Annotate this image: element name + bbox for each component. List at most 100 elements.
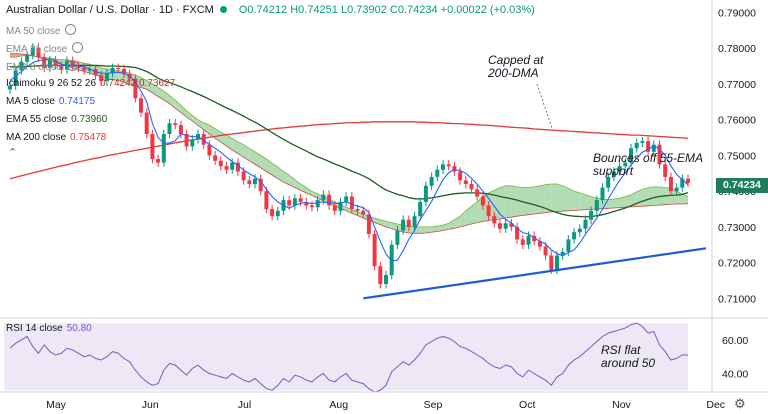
legend-ema8[interactable]: EMA 8 close xyxy=(6,60,78,73)
candle-body xyxy=(87,69,92,71)
rsi-band xyxy=(4,323,688,391)
candle-body xyxy=(418,201,423,217)
candle-body xyxy=(423,185,428,202)
legend-ema55-label: EMA 55 close xyxy=(6,114,68,125)
ichimoku-cloud-segment xyxy=(494,187,500,220)
candle-body xyxy=(657,144,662,165)
candle-body xyxy=(287,200,292,206)
annotation-capped: Capped at 200-DMA xyxy=(488,54,543,80)
candle-body xyxy=(686,178,690,183)
legend-ema55[interactable]: EMA 55 close 0.73960 xyxy=(6,114,107,125)
legend-ma200[interactable]: MA 200 close 0.75478 xyxy=(6,132,106,143)
legend-ema8-label: EMA 8 close xyxy=(6,62,62,73)
legend-ma50-label: MA 50 close xyxy=(6,26,61,37)
candle-body xyxy=(589,210,594,220)
candle-body xyxy=(161,134,166,163)
candle-body xyxy=(355,209,360,211)
candle-body xyxy=(486,205,491,217)
ichimoku-cloud-segment xyxy=(619,196,626,208)
annotation-bounces: Bounces off 55-EMA support xyxy=(593,152,703,178)
legend-ema21[interactable]: EMA 21 close xyxy=(6,42,84,55)
time-tick-label: May xyxy=(46,399,67,411)
legend-ma5[interactable]: MA 5 close 0.74175 xyxy=(6,96,95,107)
hidden-eye-icon[interactable] xyxy=(72,42,84,53)
candle-body xyxy=(651,144,656,152)
rsi-tick-label: 60.00 xyxy=(722,335,748,347)
candle-body xyxy=(401,219,406,231)
legend-rsi-value: 50.80 xyxy=(66,323,92,334)
ichimoku-cloud-segment xyxy=(186,110,193,122)
ichimoku-cloud-segment xyxy=(232,138,238,154)
price-tick-label: 0.77000 xyxy=(718,79,756,91)
ohlc-readout: O0.74212 H0.74251 L0.73902 C0.74234 +0.0… xyxy=(238,4,535,16)
ichimoku-cloud-segment xyxy=(272,163,278,179)
ema55-line xyxy=(10,64,689,218)
candle-body xyxy=(606,176,611,188)
hidden-eye-icon[interactable] xyxy=(66,60,78,71)
legend-ma50[interactable]: MA 50 close xyxy=(6,24,77,37)
candle-body xyxy=(201,134,206,145)
legend-ma200-value: 0.75478 xyxy=(70,132,107,143)
candle-body xyxy=(184,134,189,147)
candle-body xyxy=(577,228,582,233)
support-trendline xyxy=(363,247,707,300)
annotation-rsi: RSI flat around 50 xyxy=(601,344,655,370)
candle-body xyxy=(629,148,633,163)
ichimoku-cloud-segment xyxy=(437,225,444,232)
candle-body xyxy=(372,234,377,267)
candle-body xyxy=(646,141,651,152)
candle-body xyxy=(270,209,275,217)
candle-body xyxy=(532,235,537,242)
ichimoku-cloud-segment xyxy=(283,171,290,185)
candle-body xyxy=(241,171,246,181)
ichimoku-cloud-segment xyxy=(568,188,575,211)
price-tick-label: 0.79000 xyxy=(718,8,756,20)
hidden-eye-icon[interactable] xyxy=(65,24,77,35)
ichimoku-cloud-segment xyxy=(425,226,432,233)
candle-body xyxy=(247,180,252,184)
candle-body xyxy=(361,210,366,215)
ichimoku-cloud-segment xyxy=(180,105,187,117)
candle-body xyxy=(446,164,451,167)
ichimoku-cloud-segment xyxy=(539,184,546,214)
ichimoku-cloud-segment xyxy=(499,185,506,220)
candle-body xyxy=(207,144,212,156)
candle-body xyxy=(8,85,12,90)
candle-body xyxy=(492,216,497,224)
ichimoku-cloud-segment xyxy=(311,191,318,199)
candle-body xyxy=(116,67,121,69)
candle-body xyxy=(150,134,155,159)
collapse-legend-icon[interactable]: ⌃ xyxy=(8,147,18,159)
candle-body xyxy=(583,219,588,229)
ichimoku-cloud-segment xyxy=(579,192,586,211)
time-tick-label: Sep xyxy=(424,399,443,411)
gear-icon[interactable]: ⚙ xyxy=(734,396,746,411)
candle-body xyxy=(167,123,172,134)
candle-body xyxy=(315,200,320,208)
candle-body xyxy=(190,139,195,147)
legend-rsi[interactable]: RSI 14 close 50.80 xyxy=(6,323,92,334)
legend-ma5-label: MA 5 close xyxy=(6,96,55,107)
candle-body xyxy=(82,67,87,71)
ichimoku-cloud-segment xyxy=(391,222,398,231)
ichimoku-cloud-segment xyxy=(471,201,478,225)
time-tick-label: Dec xyxy=(706,399,725,411)
annotation-arrow xyxy=(536,83,553,129)
candle-body xyxy=(441,164,445,170)
last-price-label: 0.74234 xyxy=(716,178,768,193)
candle-body xyxy=(321,194,326,201)
ichimoku-cloud-segment xyxy=(386,221,392,229)
ichimoku-cloud-segment xyxy=(613,198,620,208)
ma200-line xyxy=(9,121,689,180)
candle-body xyxy=(156,159,161,163)
ichimoku-cloud-segment xyxy=(408,226,415,234)
candle-body xyxy=(298,198,303,202)
candle-body xyxy=(47,60,52,68)
candle-body xyxy=(304,201,309,206)
candle-body xyxy=(349,196,354,209)
legend-ichimoku[interactable]: Ichimoku 9 26 52 26 0.74242 0.73627 xyxy=(6,78,175,89)
symbol-title[interactable]: Australian Dollar / U.S. Dollar · 1D · F… xyxy=(6,4,214,16)
candle-body xyxy=(463,180,468,184)
candle-body xyxy=(600,187,605,201)
